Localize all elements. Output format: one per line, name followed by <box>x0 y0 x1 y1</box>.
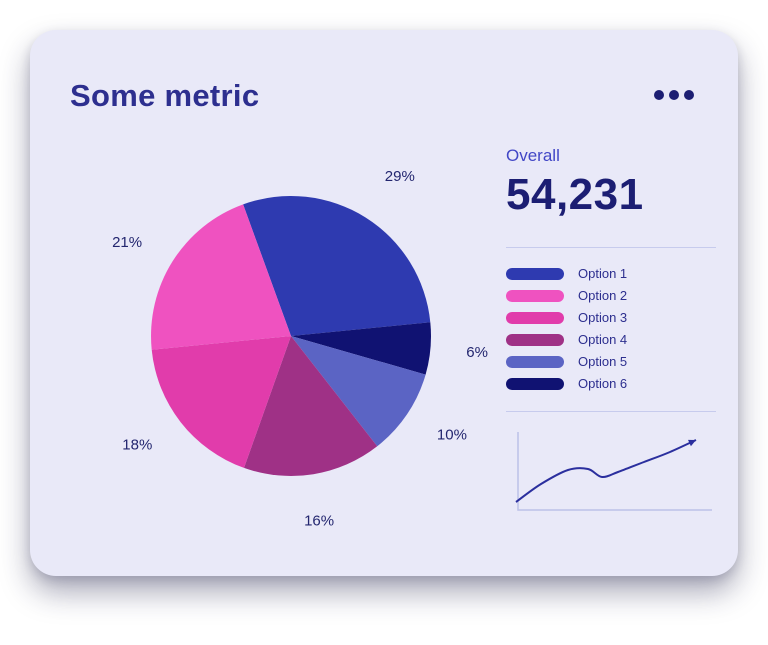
overall-value: 54,231 <box>506 170 644 219</box>
legend-item-option-5[interactable]: Option 5 <box>506 354 716 369</box>
legend-item-option-4[interactable]: Option 4 <box>506 332 716 347</box>
legend-label: Option 1 <box>578 266 628 281</box>
pie-percent-label: 21% <box>112 234 142 251</box>
legend-item-option-6[interactable]: Option 6 <box>506 376 716 391</box>
pie-percent-label: 16% <box>304 513 334 530</box>
pie-slice-option-4[interactable] <box>244 336 378 477</box>
divider <box>506 411 716 412</box>
pie-slice-option-3[interactable] <box>151 336 291 468</box>
ellipsis-dot-icon <box>669 90 679 100</box>
legend-label: Option 4 <box>578 332 628 347</box>
card-content: 29% 6% 10% 16% 18% 21% Overall 54,231 Option … <box>70 120 716 548</box>
trend-sparkline <box>515 432 712 511</box>
legend-label: Option 6 <box>578 376 628 391</box>
trend-chart-area <box>506 426 716 516</box>
legend-item-option-3[interactable]: Option 3 <box>506 310 716 325</box>
pie-percent-label: 18% <box>122 436 152 453</box>
pie-chart-area: 29% 6% 10% 16% 18% 21% <box>70 120 506 548</box>
trend-line <box>515 439 697 503</box>
arrow-icon <box>688 439 696 447</box>
ellipsis-dot-icon <box>654 90 664 100</box>
legend-label: Option 3 <box>578 310 628 325</box>
pie-slice-option-1[interactable] <box>243 195 431 336</box>
legend-item-option-2[interactable]: Option 2 <box>506 288 716 303</box>
pie-percent-label: 10% <box>437 426 467 443</box>
ellipsis-dot-icon <box>684 90 694 100</box>
legend-swatch <box>506 355 564 368</box>
page-title: Some metric <box>70 78 260 113</box>
divider <box>506 247 716 248</box>
ellipsis-menu-button[interactable] <box>650 86 698 104</box>
legend-label: Option 5 <box>578 354 628 369</box>
pie-chart: 29% 6% 10% 16% 18% 21% <box>112 168 488 530</box>
pie-percent-label: 6% <box>466 344 488 361</box>
legend-swatch <box>506 311 564 324</box>
legend-label: Option 2 <box>578 288 628 303</box>
legend-swatch <box>506 289 564 302</box>
card-header: Some metric <box>70 64 698 114</box>
overall-label: Overall <box>506 146 560 165</box>
pie-slice-option-6[interactable] <box>291 322 431 375</box>
legend-swatch <box>506 267 564 280</box>
legend-swatch <box>506 333 564 346</box>
sparkline-axes <box>517 432 712 511</box>
pie-slice-option-5[interactable] <box>291 336 426 447</box>
legend: Option 1 Option 2 Option 3 Option 4 Option 5… <box>506 266 716 391</box>
pie-percent-label: 29% <box>385 168 415 185</box>
pie-slice-option-2[interactable] <box>151 204 291 350</box>
metric-card: Some metric 29% 6% 10% 16% 18% 21% Overall 54… <box>30 30 738 576</box>
legend-swatch <box>506 377 564 390</box>
legend-item-option-1[interactable]: Option 1 <box>506 266 716 281</box>
